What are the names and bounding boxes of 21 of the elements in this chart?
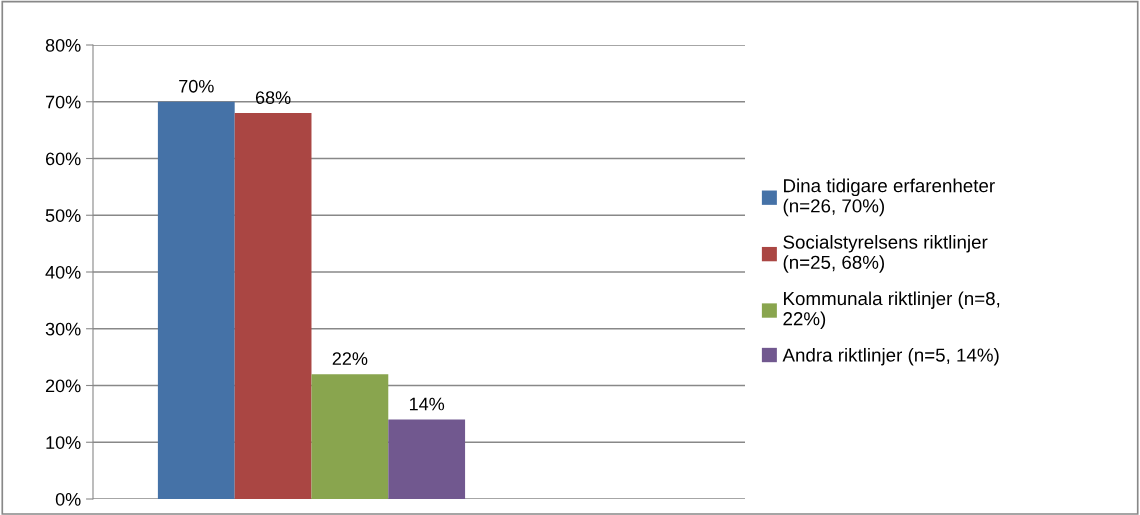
y-tick-label: 0% <box>55 492 81 506</box>
y-tick-label: 50% <box>45 209 81 222</box>
data-label: 70% <box>179 79 214 93</box>
bar <box>311 374 389 499</box>
bar <box>388 419 466 499</box>
y-tick-label: 10% <box>46 436 81 449</box>
legend-label: Andra riktlinjer (n=5, 14%) <box>782 347 999 366</box>
bar <box>157 101 235 499</box>
y-tick-label: 40% <box>45 265 81 279</box>
bar <box>234 113 312 499</box>
y-tick-label: 70% <box>45 95 81 109</box>
y-tick-label: 60% <box>45 152 81 166</box>
legend-label: Kommunala riktlinjer (n=8, 22%) <box>783 291 1000 330</box>
legend-label: Socialstyrelsens riktlinjer (n=25, 68%) <box>783 235 988 273</box>
data-label: 14% <box>409 397 445 411</box>
y-tick-label: 30% <box>45 322 81 336</box>
data-label: 68% <box>255 91 291 104</box>
y-tick-label: 80% <box>45 38 81 52</box>
y-tick-label: 20% <box>45 379 81 393</box>
data-label: 22% <box>332 352 368 365</box>
legend-label: Dina tidigare erfarenheter (n=26, 70%) <box>783 178 995 217</box>
